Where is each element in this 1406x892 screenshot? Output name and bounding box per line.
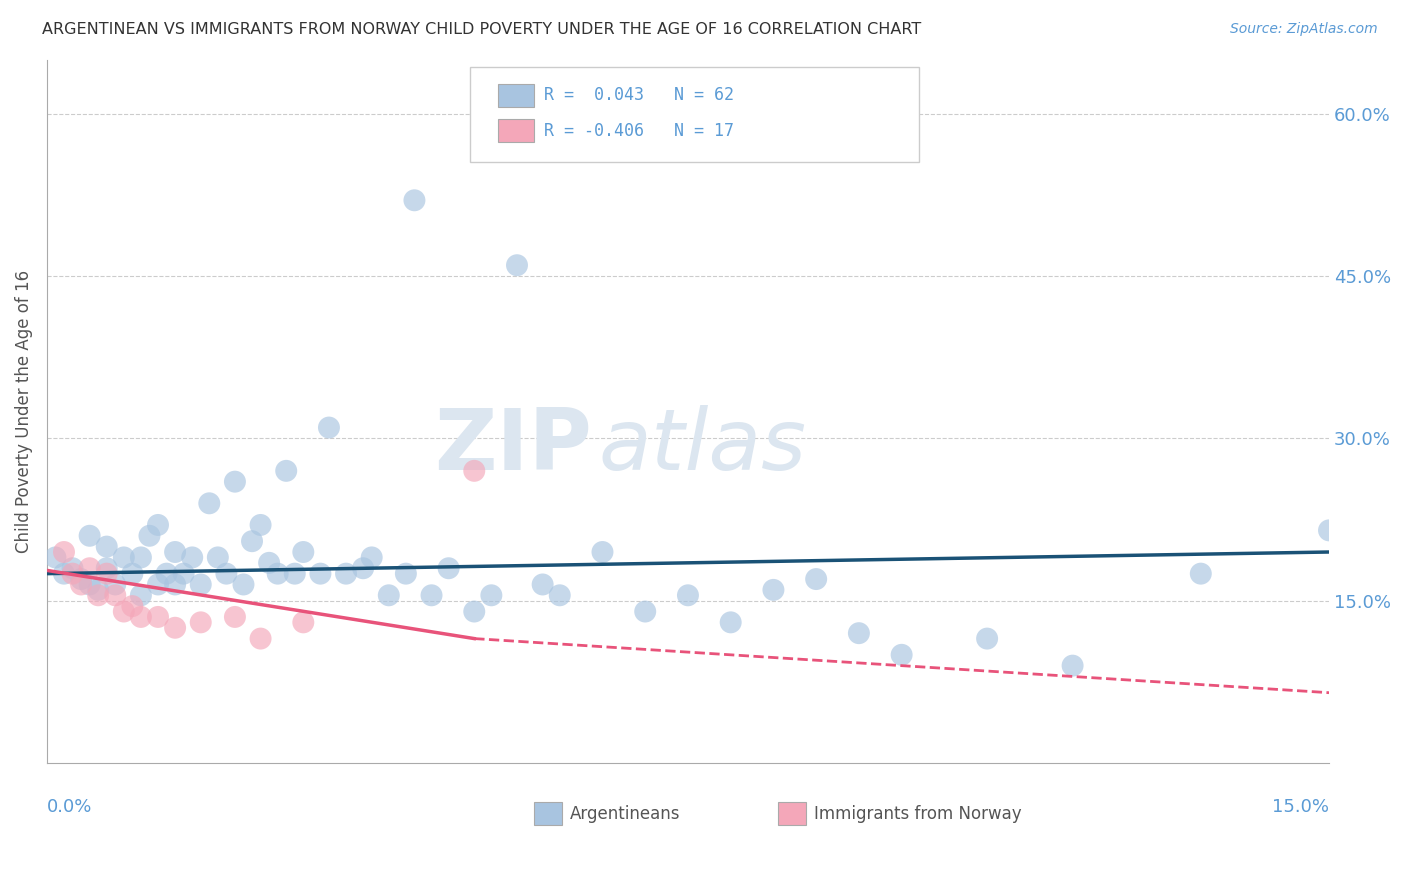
Point <box>437 561 460 575</box>
Point <box>592 545 614 559</box>
Point <box>129 610 152 624</box>
Point <box>173 566 195 581</box>
Point <box>62 566 84 581</box>
Point <box>165 621 187 635</box>
Point <box>1317 524 1340 538</box>
Point <box>848 626 870 640</box>
Point <box>87 582 110 597</box>
Point <box>165 577 187 591</box>
Bar <box>498 120 534 142</box>
Point <box>976 632 998 646</box>
Point <box>70 572 93 586</box>
Point <box>112 605 135 619</box>
Point <box>129 588 152 602</box>
Point <box>276 464 298 478</box>
FancyBboxPatch shape <box>470 67 918 161</box>
Point <box>96 566 118 581</box>
Point <box>420 588 443 602</box>
Text: atlas: atlas <box>598 405 806 488</box>
Text: Source: ZipAtlas.com: Source: ZipAtlas.com <box>1230 22 1378 37</box>
Point <box>224 610 246 624</box>
Point <box>249 518 271 533</box>
Point <box>232 577 254 591</box>
Point <box>104 577 127 591</box>
Point <box>804 572 827 586</box>
Point <box>352 561 374 575</box>
Point <box>146 518 169 533</box>
Point <box>155 566 177 581</box>
Point <box>96 561 118 575</box>
Point <box>479 588 502 602</box>
Point <box>104 588 127 602</box>
Point <box>284 566 307 581</box>
Point <box>463 464 485 478</box>
Point <box>395 566 418 581</box>
Point <box>79 577 101 591</box>
Text: Argentineans: Argentineans <box>569 805 681 822</box>
Point <box>257 556 280 570</box>
Point <box>112 550 135 565</box>
Point <box>318 420 340 434</box>
Point <box>121 566 143 581</box>
Point <box>53 566 76 581</box>
Point <box>1189 566 1212 581</box>
Point <box>309 566 332 581</box>
Point <box>404 194 426 208</box>
Point <box>531 577 554 591</box>
Point <box>378 588 401 602</box>
Point <box>146 577 169 591</box>
Point <box>463 605 485 619</box>
Point <box>506 258 529 272</box>
Point <box>292 615 315 630</box>
Point <box>335 566 357 581</box>
Point <box>79 529 101 543</box>
Point <box>165 545 187 559</box>
Point <box>548 588 571 602</box>
Point <box>53 545 76 559</box>
Point <box>292 545 315 559</box>
Point <box>79 561 101 575</box>
Text: ARGENTINEAN VS IMMIGRANTS FROM NORWAY CHILD POVERTY UNDER THE AGE OF 16 CORRELAT: ARGENTINEAN VS IMMIGRANTS FROM NORWAY CH… <box>42 22 921 37</box>
Point <box>138 529 160 543</box>
Text: ZIP: ZIP <box>434 405 592 488</box>
Bar <box>778 803 806 825</box>
Text: R = -0.406   N = 17: R = -0.406 N = 17 <box>544 121 734 140</box>
Text: R =  0.043   N = 62: R = 0.043 N = 62 <box>544 87 734 104</box>
Point <box>249 632 271 646</box>
Point <box>62 561 84 575</box>
Y-axis label: Child Poverty Under the Age of 16: Child Poverty Under the Age of 16 <box>15 269 32 553</box>
Point <box>44 550 66 565</box>
Point <box>360 550 382 565</box>
Point <box>762 582 785 597</box>
Point <box>87 588 110 602</box>
Point <box>129 550 152 565</box>
Point <box>266 566 288 581</box>
Point <box>890 648 912 662</box>
Point <box>190 577 212 591</box>
Point <box>70 577 93 591</box>
Point <box>224 475 246 489</box>
Text: Immigrants from Norway: Immigrants from Norway <box>814 805 1021 822</box>
Point <box>181 550 204 565</box>
Point <box>146 610 169 624</box>
Point <box>676 588 699 602</box>
Point <box>198 496 221 510</box>
Point <box>121 599 143 614</box>
Point <box>215 566 238 581</box>
Text: 0.0%: 0.0% <box>46 798 93 816</box>
Point <box>240 534 263 549</box>
Point <box>1062 658 1084 673</box>
Point <box>634 605 657 619</box>
Text: 15.0%: 15.0% <box>1272 798 1329 816</box>
Point <box>190 615 212 630</box>
Point <box>720 615 742 630</box>
Point <box>96 540 118 554</box>
Bar <box>534 803 562 825</box>
Point <box>207 550 229 565</box>
Bar <box>498 84 534 107</box>
